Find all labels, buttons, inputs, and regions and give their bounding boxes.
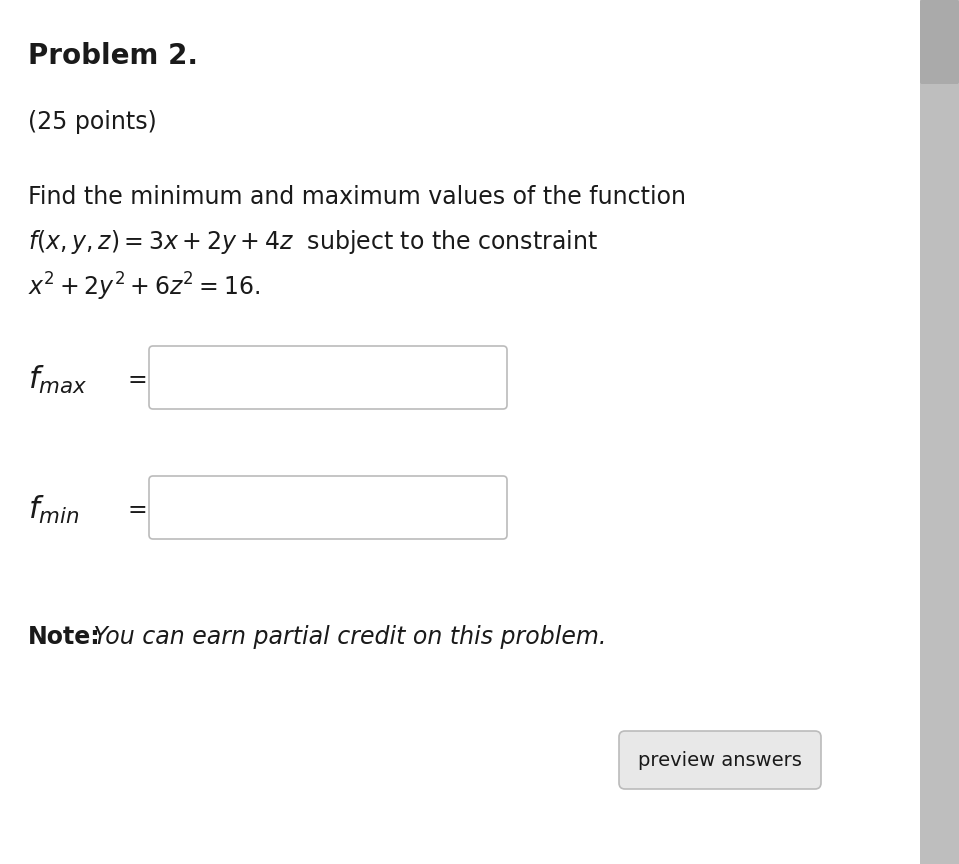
FancyBboxPatch shape bbox=[619, 731, 821, 789]
FancyBboxPatch shape bbox=[920, 0, 959, 84]
Text: Problem 2.: Problem 2. bbox=[28, 42, 198, 70]
FancyBboxPatch shape bbox=[149, 346, 507, 409]
Text: $x^2 + 2y^2 + 6z^2 = 16.$: $x^2 + 2y^2 + 6z^2 = 16.$ bbox=[28, 271, 260, 303]
Text: preview answers: preview answers bbox=[638, 751, 802, 770]
FancyBboxPatch shape bbox=[149, 476, 507, 539]
Text: Find the minimum and maximum values of the function: Find the minimum and maximum values of t… bbox=[28, 185, 686, 209]
Text: Note:: Note: bbox=[28, 625, 101, 649]
Text: =: = bbox=[128, 368, 148, 392]
Text: (25 points): (25 points) bbox=[28, 110, 156, 134]
Text: You can earn partial credit on this problem.: You can earn partial credit on this prob… bbox=[86, 625, 606, 649]
Text: $f_{min}$: $f_{min}$ bbox=[28, 494, 80, 526]
Text: $f_{max}$: $f_{max}$ bbox=[28, 364, 87, 396]
Text: =: = bbox=[128, 498, 148, 522]
Text: $f(x, y, z) = 3x + 2y + 4z$  subject to the constraint: $f(x, y, z) = 3x + 2y + 4z$ subject to t… bbox=[28, 228, 597, 256]
Bar bbox=[920, 0, 959, 864]
